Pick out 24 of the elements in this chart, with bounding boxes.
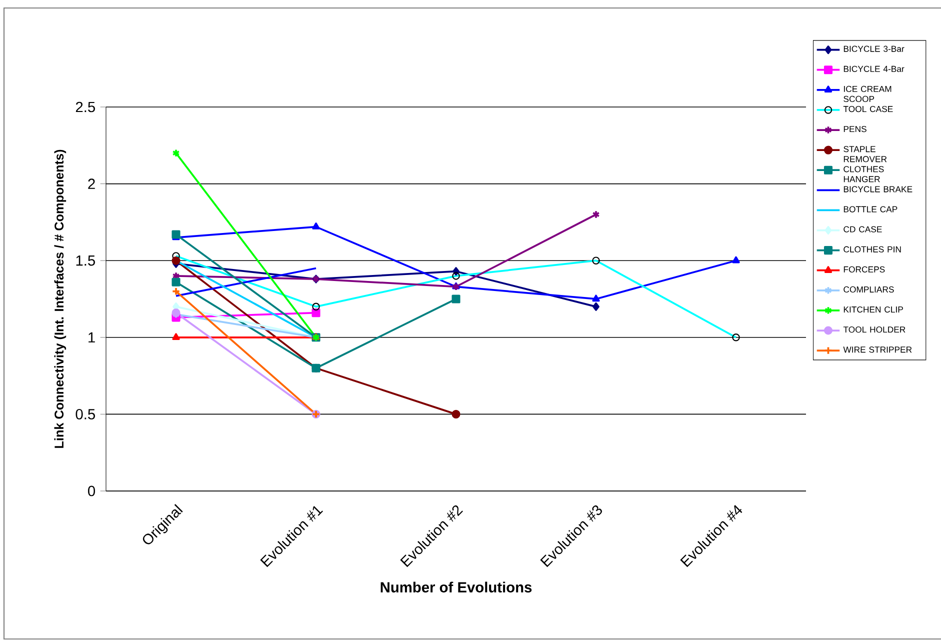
legend-label: WIRE STRIPPER — [843, 346, 912, 353]
y-tick-label: 2.5 — [76, 102, 95, 112]
legend-label: BOTTLE CAP — [844, 206, 898, 212]
legend-label: BICYCLE 4-Bar — [844, 66, 904, 72]
y-tick-label: 0 — [88, 486, 96, 496]
legend-label: STAPLE REMOVER — [844, 146, 887, 162]
legend-label: KITCHEN CLIP — [844, 306, 903, 313]
legend-label: TOOL CASE — [843, 106, 893, 112]
legend-label: TOOL HOLDER — [843, 326, 906, 333]
legend-label: COMPLIARS — [844, 286, 894, 293]
legend-label: BICYCLE BRAKE — [844, 186, 912, 192]
legend-label: PENS — [844, 126, 866, 132]
x-axis-title: Number of Evolutions — [380, 582, 532, 592]
y-tick-label: 1.5 — [76, 255, 95, 266]
legend-label: CLOTHES PIN — [844, 246, 901, 252]
y-tick-label: 2 — [88, 178, 95, 189]
legend-label: CLOTHES HANGER — [844, 166, 884, 182]
y-tick-label: 1 — [88, 332, 95, 342]
legend-label: FORCEPS — [844, 266, 885, 272]
y-axis-title: Link Connectivity (Int. Interfaces / # Components) — [54, 150, 66, 448]
legend-label: CD CASE — [844, 226, 882, 232]
legend-label: ICE CREAM SCOOP — [844, 86, 892, 102]
legend-label: BICYCLE 3-Bar — [844, 46, 904, 52]
y-tick-label: 0.5 — [76, 409, 95, 420]
